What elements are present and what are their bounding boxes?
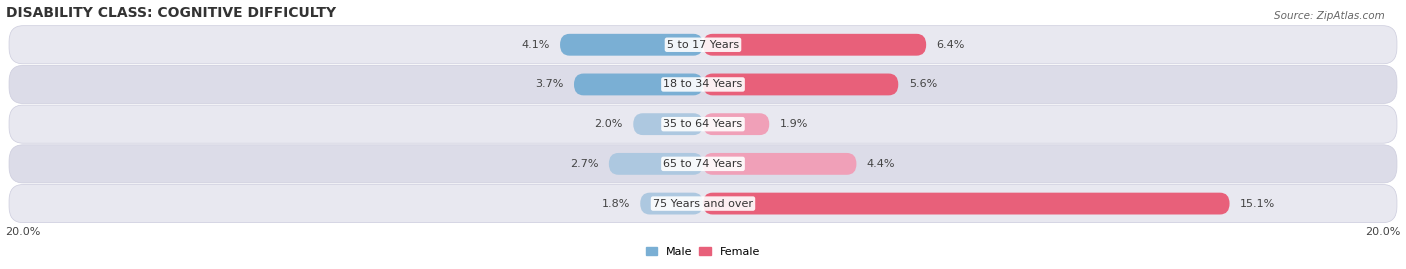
FancyBboxPatch shape — [609, 153, 703, 175]
FancyBboxPatch shape — [640, 193, 703, 214]
FancyBboxPatch shape — [560, 34, 703, 56]
Text: 75 Years and over: 75 Years and over — [652, 199, 754, 208]
FancyBboxPatch shape — [703, 34, 927, 56]
FancyBboxPatch shape — [633, 113, 703, 135]
FancyBboxPatch shape — [574, 73, 703, 95]
FancyBboxPatch shape — [703, 153, 856, 175]
Text: 5.6%: 5.6% — [908, 79, 936, 90]
Text: 1.9%: 1.9% — [780, 119, 808, 129]
FancyBboxPatch shape — [8, 26, 1398, 64]
Text: 1.8%: 1.8% — [602, 199, 630, 208]
Text: 2.0%: 2.0% — [595, 119, 623, 129]
Text: 4.4%: 4.4% — [868, 159, 896, 169]
FancyBboxPatch shape — [703, 113, 769, 135]
Text: 18 to 34 Years: 18 to 34 Years — [664, 79, 742, 90]
Text: Source: ZipAtlas.com: Source: ZipAtlas.com — [1274, 11, 1385, 21]
FancyBboxPatch shape — [8, 105, 1398, 143]
FancyBboxPatch shape — [8, 185, 1398, 223]
Text: 20.0%: 20.0% — [6, 226, 41, 237]
Text: 2.7%: 2.7% — [569, 159, 599, 169]
Text: 20.0%: 20.0% — [1365, 226, 1400, 237]
FancyBboxPatch shape — [8, 65, 1398, 104]
Legend: Male, Female: Male, Female — [641, 243, 765, 261]
Text: 15.1%: 15.1% — [1240, 199, 1275, 208]
Text: 6.4%: 6.4% — [936, 40, 965, 50]
Text: 5 to 17 Years: 5 to 17 Years — [666, 40, 740, 50]
Text: 3.7%: 3.7% — [536, 79, 564, 90]
FancyBboxPatch shape — [703, 73, 898, 95]
FancyBboxPatch shape — [703, 193, 1230, 214]
Text: DISABILITY CLASS: COGNITIVE DIFFICULTY: DISABILITY CLASS: COGNITIVE DIFFICULTY — [6, 6, 336, 20]
Text: 65 to 74 Years: 65 to 74 Years — [664, 159, 742, 169]
Text: 4.1%: 4.1% — [522, 40, 550, 50]
FancyBboxPatch shape — [8, 145, 1398, 183]
Text: 35 to 64 Years: 35 to 64 Years — [664, 119, 742, 129]
